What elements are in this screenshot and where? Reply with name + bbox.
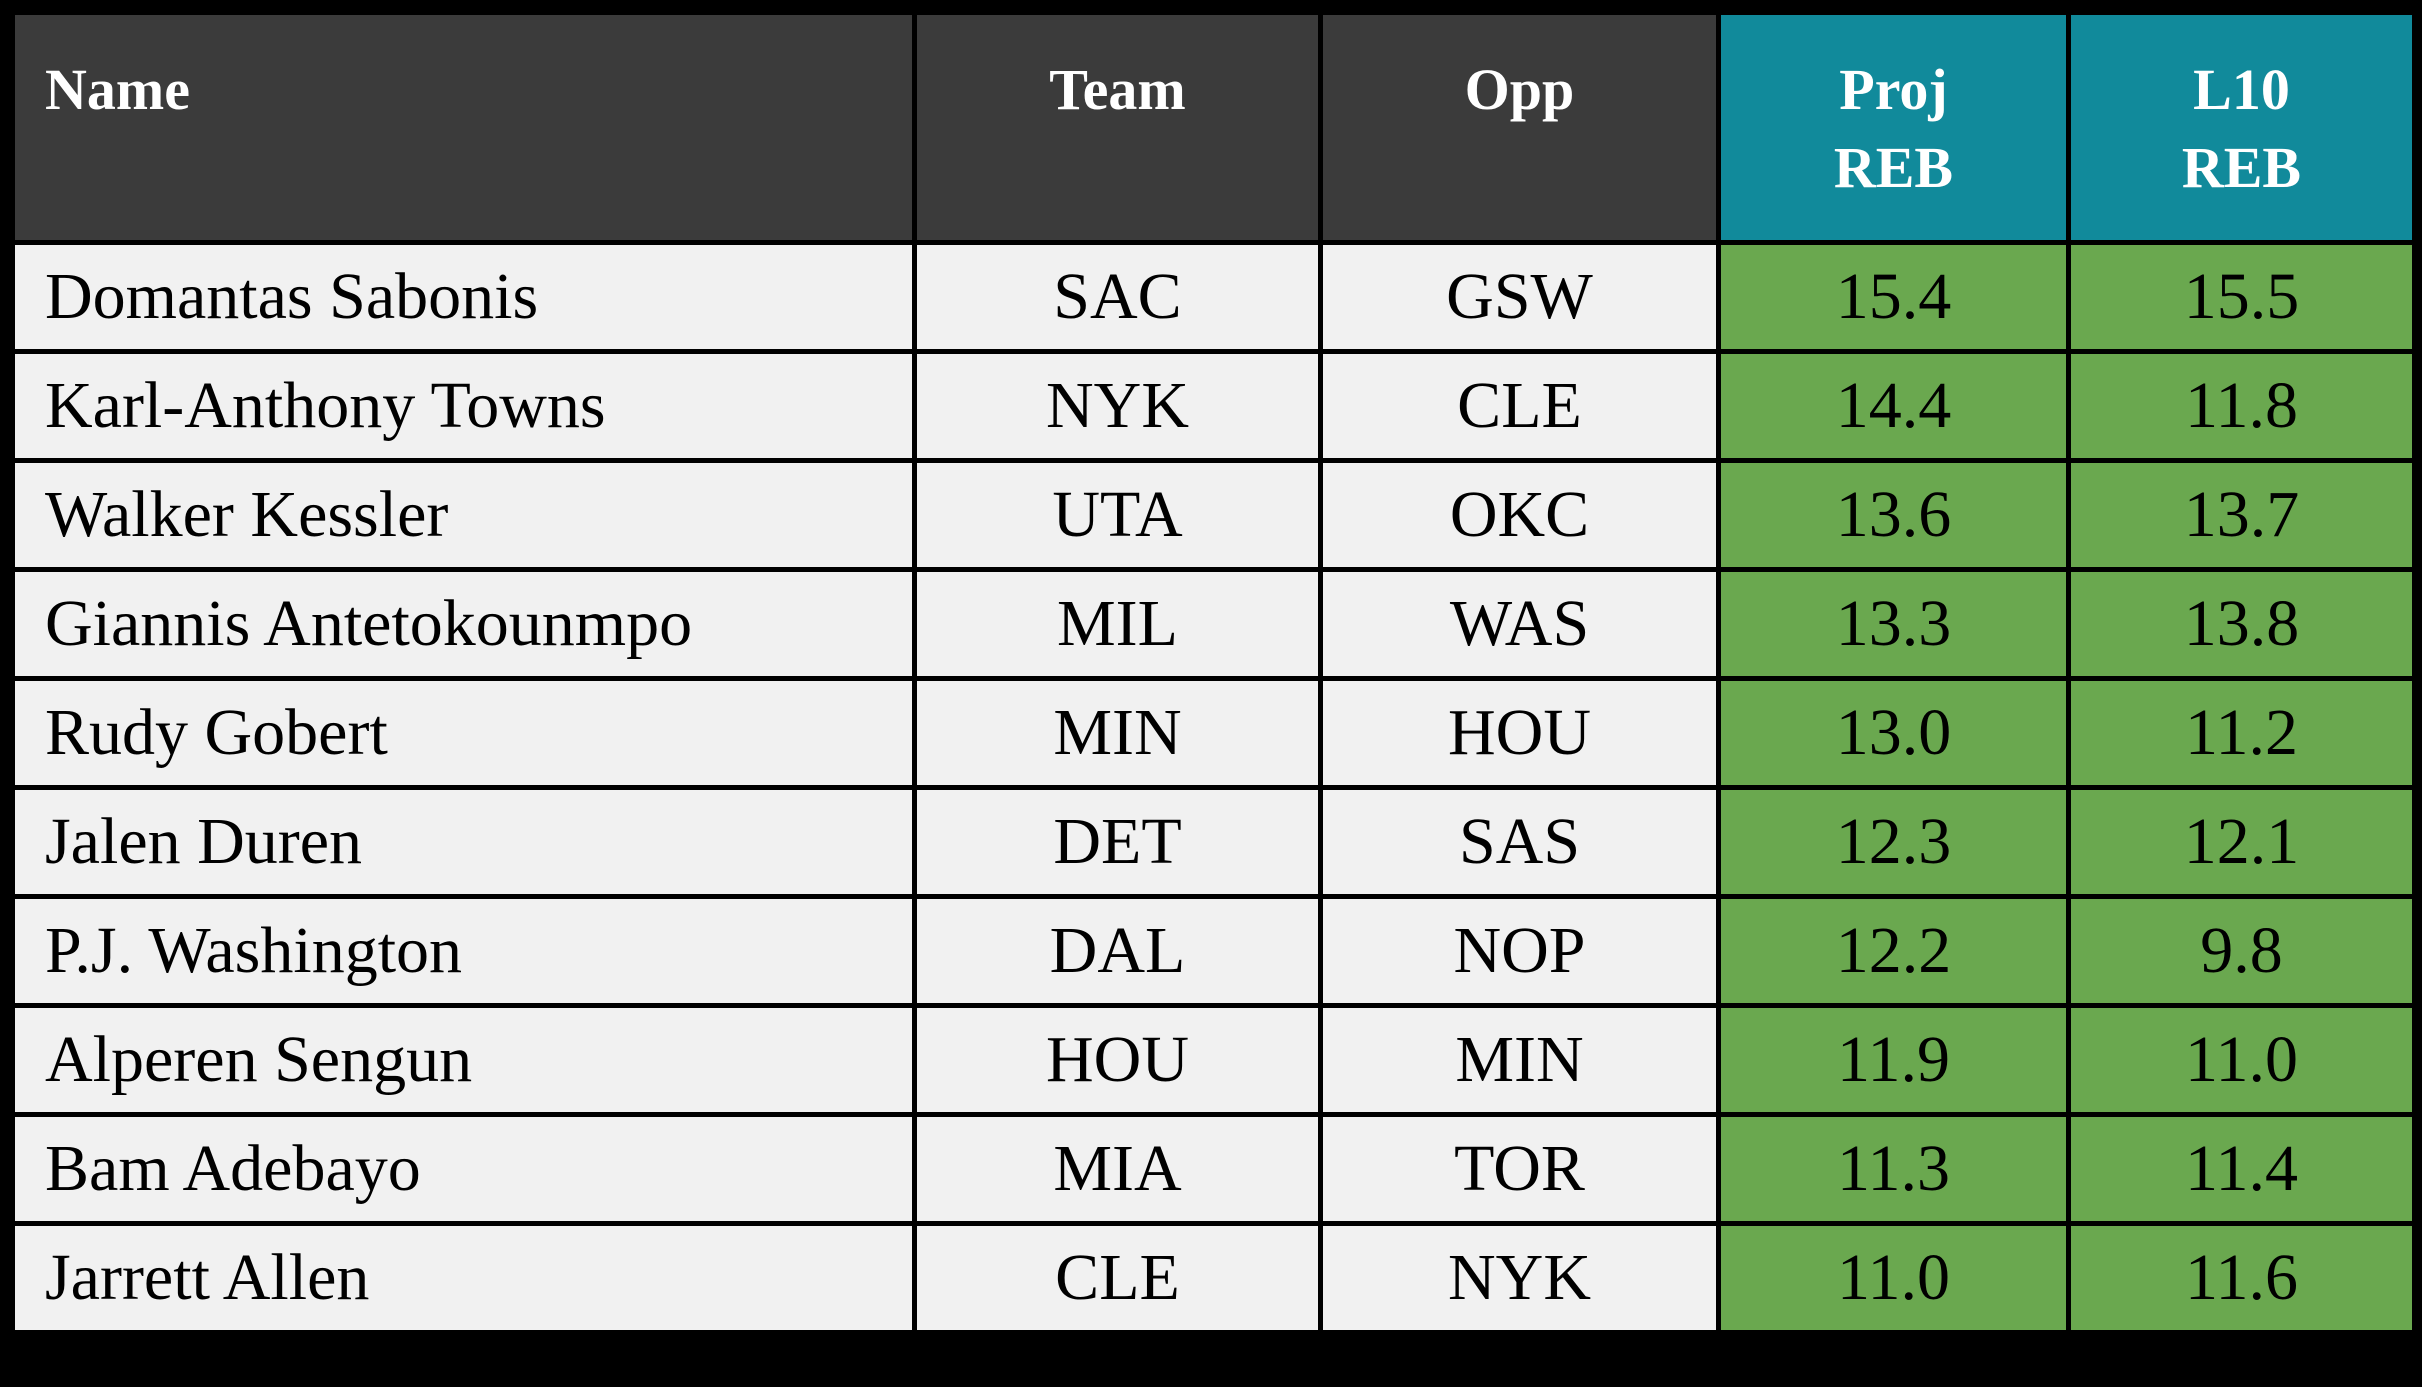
- header-row: Name Team Opp Proj REB L10 REB: [10, 10, 2417, 245]
- player-name-cell: Jalen Duren: [10, 785, 917, 899]
- proj-reb-cell: 12.2: [1716, 894, 2071, 1008]
- proj-reb-cell: 11.0: [1716, 1221, 2071, 1335]
- opp-cell: OKC: [1318, 458, 1721, 572]
- opp-cell: SAS: [1318, 785, 1721, 899]
- opp-cell: NOP: [1318, 894, 1721, 1008]
- column-header-name: Name: [10, 10, 917, 245]
- player-name-cell: Bam Adebayo: [10, 1112, 917, 1226]
- team-cell: DAL: [912, 894, 1323, 1008]
- team-cell: MIN: [912, 676, 1323, 790]
- player-row: Giannis Antetokounmpo MIL WAS 13.3 13.8: [10, 567, 2417, 681]
- player-name-cell: Karl-Anthony Towns: [10, 349, 917, 463]
- team-cell: CLE: [912, 1221, 1323, 1335]
- proj-reb-cell: 11.3: [1716, 1112, 2071, 1226]
- player-row: Jarrett Allen CLE NYK 11.0 11.6: [10, 1221, 2417, 1335]
- proj-reb-cell: 14.4: [1716, 349, 2071, 463]
- column-header-l10-reb: L10 REB: [2066, 10, 2417, 245]
- team-cell: MIA: [912, 1112, 1323, 1226]
- player-row: P.J. Washington DAL NOP 12.2 9.8: [10, 894, 2417, 1008]
- l10-reb-cell: 13.7: [2066, 458, 2417, 572]
- team-cell: HOU: [912, 1003, 1323, 1117]
- team-cell: SAC: [912, 240, 1323, 354]
- player-name-cell: Jarrett Allen: [10, 1221, 917, 1335]
- opp-cell: MIN: [1318, 1003, 1721, 1117]
- proj-reb-cell: 13.6: [1716, 458, 2071, 572]
- player-name-cell: Domantas Sabonis: [10, 240, 917, 354]
- opp-cell: NYK: [1318, 1221, 1721, 1335]
- player-name-cell: Alperen Sengun: [10, 1003, 917, 1117]
- proj-reb-cell: 11.9: [1716, 1003, 2071, 1117]
- l10-reb-cell: 11.8: [2066, 349, 2417, 463]
- proj-reb-cell: 15.4: [1716, 240, 2071, 354]
- player-row: Jalen Duren DET SAS 12.3 12.1: [10, 785, 2417, 899]
- table-body: Domantas Sabonis SAC GSW 15.4 15.5 Karl-…: [10, 240, 2417, 1335]
- opp-cell: GSW: [1318, 240, 1721, 354]
- l10-reb-cell: 15.5: [2066, 240, 2417, 354]
- l10-reb-cell: 11.0: [2066, 1003, 2417, 1117]
- table-header: Name Team Opp Proj REB L10 REB: [10, 10, 2417, 245]
- player-row: Karl-Anthony Towns NYK CLE 14.4 11.8: [10, 349, 2417, 463]
- team-cell: NYK: [912, 349, 1323, 463]
- l10-reb-cell: 11.6: [2066, 1221, 2417, 1335]
- column-header-team: Team: [912, 10, 1323, 245]
- column-header-opp: Opp: [1318, 10, 1721, 245]
- proj-reb-cell: 13.3: [1716, 567, 2071, 681]
- l10-reb-cell: 9.8: [2066, 894, 2417, 1008]
- team-cell: DET: [912, 785, 1323, 899]
- player-name-cell: Giannis Antetokounmpo: [10, 567, 917, 681]
- l10-reb-cell: 11.4: [2066, 1112, 2417, 1226]
- opp-cell: HOU: [1318, 676, 1721, 790]
- rebound-projections-table: Name Team Opp Proj REB L10 REB Domantas …: [10, 10, 2417, 1335]
- player-name-cell: Walker Kessler: [10, 458, 917, 572]
- player-name-cell: P.J. Washington: [10, 894, 917, 1008]
- proj-reb-cell: 12.3: [1716, 785, 2071, 899]
- player-row: Bam Adebayo MIA TOR 11.3 11.4: [10, 1112, 2417, 1226]
- player-row: Alperen Sengun HOU MIN 11.9 11.0: [10, 1003, 2417, 1117]
- player-name-cell: Rudy Gobert: [10, 676, 917, 790]
- l10-reb-cell: 13.8: [2066, 567, 2417, 681]
- l10-reb-cell: 12.1: [2066, 785, 2417, 899]
- player-row: Walker Kessler UTA OKC 13.6 13.7: [10, 458, 2417, 572]
- player-row: Rudy Gobert MIN HOU 13.0 11.2: [10, 676, 2417, 790]
- team-cell: UTA: [912, 458, 1323, 572]
- l10-reb-cell: 11.2: [2066, 676, 2417, 790]
- player-row: Domantas Sabonis SAC GSW 15.4 15.5: [10, 240, 2417, 354]
- opp-cell: WAS: [1318, 567, 1721, 681]
- opp-cell: TOR: [1318, 1112, 1721, 1226]
- opp-cell: CLE: [1318, 349, 1721, 463]
- column-header-proj-reb: Proj REB: [1716, 10, 2071, 245]
- team-cell: MIL: [912, 567, 1323, 681]
- proj-reb-cell: 13.0: [1716, 676, 2071, 790]
